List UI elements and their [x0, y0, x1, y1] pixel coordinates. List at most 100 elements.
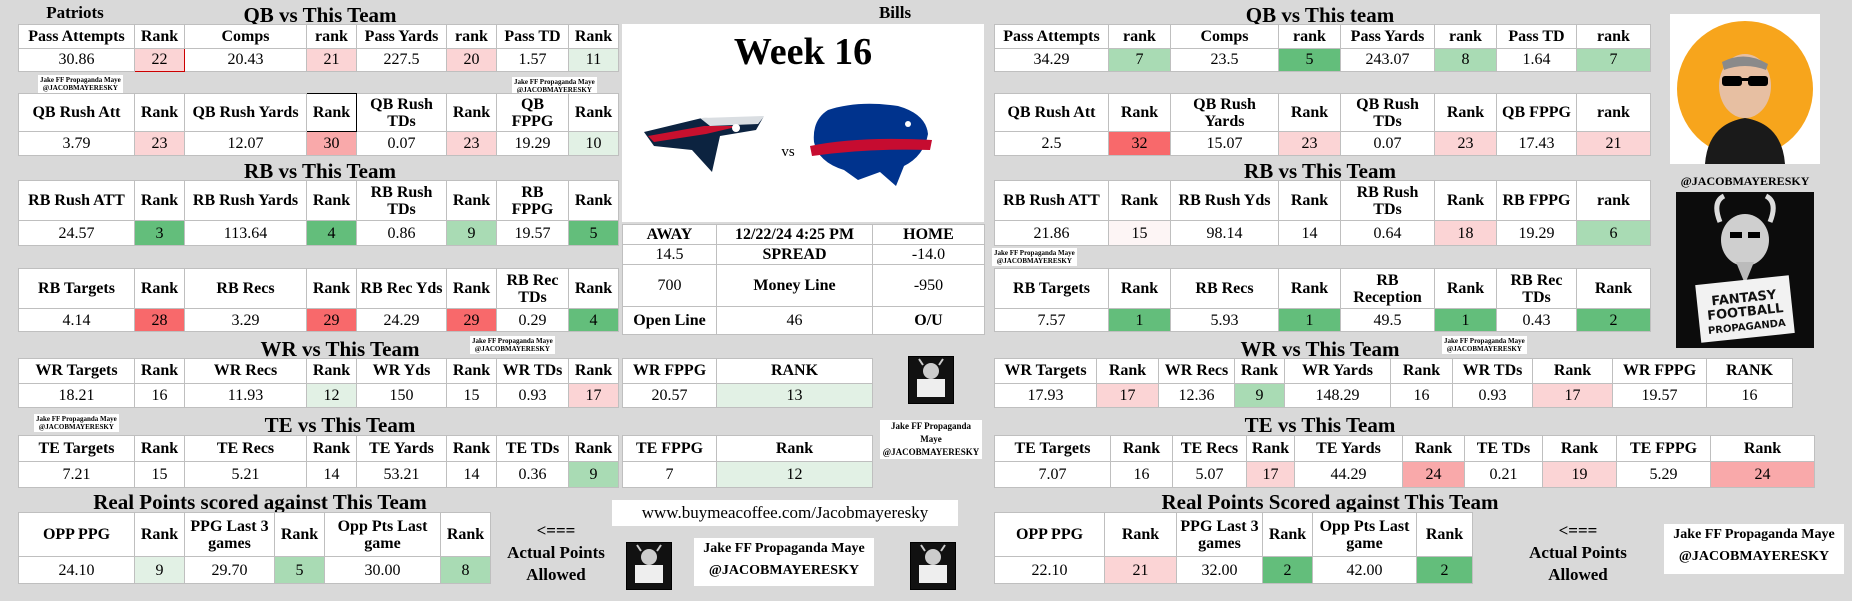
- header-cell: Rank: [568, 268, 619, 309]
- matchup-panel: Week 16 vs: [622, 24, 984, 222]
- value-cell: 1.64: [1496, 47, 1577, 72]
- value-cell: 243.07: [1340, 47, 1435, 72]
- value-cell: 3.79: [18, 131, 135, 156]
- header-cell: QB Rush TDs: [1340, 93, 1435, 132]
- table-rb2-left: RB Targets Rank RB Recs Rank RB Rec Yds …: [18, 268, 619, 332]
- header-cell: OPP PPG: [994, 512, 1105, 557]
- value-cell: 7.57: [994, 308, 1109, 332]
- header-cell: rank: [1576, 24, 1651, 49]
- header-cell: QB FPPG: [496, 93, 569, 132]
- header-cell: Rank: [1416, 512, 1473, 557]
- rank-cell: 32: [1108, 131, 1171, 156]
- rank-cell: 3: [134, 220, 185, 246]
- home-label: HOME: [872, 224, 985, 245]
- header-cell: TE FPPG: [1616, 435, 1711, 462]
- rank-cell: 5: [568, 220, 619, 246]
- rank-cell: 29: [306, 308, 357, 332]
- table-qb2-left: QB Rush Att Rank QB Rush Yards Rank QB R…: [18, 93, 619, 156]
- header-cell: Rank: [568, 180, 619, 221]
- goat-logo-icon: [910, 542, 956, 590]
- value-cell: 19.57: [1612, 382, 1707, 408]
- watermark: Jake FF Propaganda Maye @JACOBMAYERESKY: [1442, 336, 1527, 354]
- header-cell: Rank: [1542, 435, 1617, 462]
- value-cell: 0.21: [1464, 461, 1543, 488]
- value-cell: 150: [356, 382, 447, 408]
- value-cell: 29.70: [184, 556, 275, 584]
- rank-cell: 9: [1234, 382, 1285, 408]
- header-cell: QB Rush Yards: [1170, 93, 1279, 132]
- section-title-wr-right: WR vs This Team: [1240, 337, 1400, 361]
- rank-cell: 1: [1434, 308, 1497, 332]
- table-te-left: TE Targets Rank TE Recs Rank TE Yards Ra…: [18, 435, 619, 488]
- brand-tag-center: Jake FF Propaganda Maye @JACOBMAYERESKY: [694, 538, 874, 586]
- header-cell: rank: [1278, 24, 1341, 49]
- header-cell: Rank: [1110, 435, 1173, 462]
- header-cell: Rank: [306, 435, 357, 462]
- header-cell: Rank: [440, 512, 491, 557]
- home-moneyline: -950: [872, 264, 985, 307]
- header-cell: RB Rush Yds: [1170, 180, 1279, 221]
- rank-cell: 1: [1108, 308, 1171, 332]
- value-cell: 227.5: [356, 47, 447, 72]
- header-cell: TE Recs: [184, 435, 307, 462]
- vs-label: vs: [781, 144, 795, 160]
- header-cell: Pass Attempts: [18, 24, 135, 49]
- rank-cell: 2: [1416, 556, 1473, 584]
- open-line-label: Open Line: [622, 306, 717, 335]
- section-title-wr-left: WR vs This Team: [260, 337, 420, 361]
- header-cell: Rank: [274, 512, 325, 557]
- value-cell: 0.93: [1452, 382, 1533, 408]
- value-cell: 32.00: [1176, 556, 1263, 584]
- header-cell: Rank: [1434, 180, 1497, 221]
- header-cell: Rank: [1390, 358, 1453, 384]
- handle-label: @JACOBMAYERESKY: [1680, 174, 1810, 188]
- value-cell: 49.5: [1340, 308, 1435, 332]
- rank-cell: 9: [446, 220, 497, 246]
- section-title-rb-right: RB vs This Team: [1244, 159, 1396, 183]
- rank-cell: 17: [1246, 461, 1295, 488]
- rank-cell: 24: [1710, 461, 1815, 488]
- header-cell: Rank: [1278, 93, 1341, 132]
- rank-cell: 7: [1108, 47, 1171, 72]
- header-cell: RB FPPG: [496, 180, 569, 221]
- header-cell: Rank: [1710, 435, 1815, 462]
- header-cell: Pass TD: [1496, 24, 1577, 49]
- header-cell: Rank: [446, 358, 497, 384]
- over-under-label: O/U: [872, 306, 985, 335]
- header-cell: RB Rush ATT: [994, 180, 1109, 221]
- header-cell: PPG Last 3 games: [1176, 512, 1263, 557]
- header-cell: Rank: [1246, 435, 1295, 462]
- value-cell: 24.10: [18, 556, 135, 584]
- rank-cell: 23: [1434, 131, 1497, 156]
- header-cell: Rank: [1434, 268, 1497, 309]
- header-cell: Rank: [134, 435, 185, 462]
- header-cell: rank: [306, 24, 357, 49]
- header-cell: rank: [1434, 24, 1497, 49]
- header-cell: RANK: [716, 358, 873, 384]
- rank-cell: 4: [306, 220, 357, 246]
- coffee-url[interactable]: www.buymeacoffee.com/Jacobmayeresky: [612, 500, 958, 526]
- value-cell: 17.93: [994, 382, 1097, 408]
- rank-cell: 16: [134, 382, 185, 408]
- header-cell: WR Recs: [1158, 358, 1235, 384]
- rank-cell: 14: [306, 461, 357, 488]
- rank-cell: 16: [1390, 382, 1453, 408]
- rank-cell: 29: [446, 308, 497, 332]
- spread-label: SPREAD: [716, 244, 873, 265]
- away-spread: 14.5: [622, 244, 717, 265]
- table-rb1-right: RB Rush ATT Rank RB Rush Yds Rank RB Rus…: [994, 180, 1651, 246]
- value-cell: 5.29: [1616, 461, 1711, 488]
- value-cell: 20.43: [184, 47, 307, 72]
- rank-cell: 2: [1576, 308, 1651, 332]
- value-cell: 0.07: [356, 131, 447, 156]
- rank-cell: 1: [1278, 308, 1341, 332]
- brand-tag-right: Jake FF Propaganda Maye @JACOBMAYERESKY: [1664, 524, 1844, 574]
- value-cell: 23.5: [1170, 47, 1279, 72]
- header-cell: RB Recs: [184, 268, 307, 309]
- value-cell: 19.29: [1496, 220, 1577, 246]
- header-cell: QB Rush TDs: [356, 93, 447, 132]
- header-cell: Rank: [1278, 268, 1341, 309]
- header-cell: Rank: [568, 93, 619, 132]
- value-cell: 0.43: [1496, 308, 1577, 332]
- header-cell: TE FPPG: [622, 435, 717, 462]
